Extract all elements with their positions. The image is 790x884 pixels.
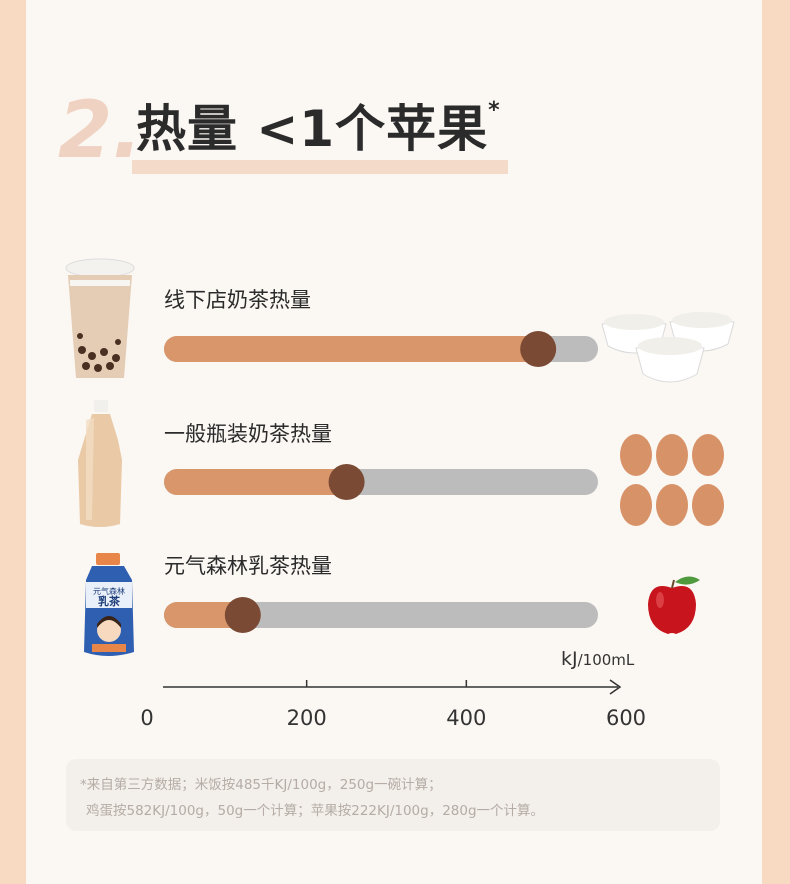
bar-track (164, 602, 598, 628)
source-footnote: *来自第三方数据；米饭按485千KJ/100g，250g一碗计算； 鸡蛋按582… (66, 759, 720, 831)
section-heading: 2. 热量 <1个苹果* (0, 0, 790, 200)
bar-value-knob (328, 464, 365, 500)
bar-fill (164, 469, 347, 495)
bar-value-knob (224, 597, 261, 633)
footnote-line-2: 鸡蛋按582KJ/100g，50g一个计算；苹果按222KJ/100g，280g… (86, 803, 545, 819)
axis-unit-sub: /100mL (577, 651, 635, 669)
x-tick-label: 0 (140, 706, 154, 730)
bar-fill (164, 336, 539, 362)
footnote-line-1: *来自第三方数据；米饭按485千KJ/100g，250g一碗计算； (80, 777, 442, 793)
svg-text:乳茶: 乳茶 (98, 594, 121, 608)
x-tick-label: 200 (286, 706, 327, 730)
svg-text:元气森林: 元气森林 (93, 586, 125, 596)
section-number: 2. (58, 86, 142, 176)
x-tick-label: 400 (446, 706, 487, 730)
bar-value-knob (520, 331, 557, 367)
bar-fill (164, 602, 243, 628)
rice-bowls-icon (601, 312, 735, 383)
section-title: 热量 <1个苹果* (136, 100, 501, 155)
title-underline (132, 160, 508, 174)
axis-unit: kJ/100mL (561, 648, 634, 670)
axis-unit-main: kJ (561, 648, 578, 670)
row-label-store-milk-tea: 线下店奶茶热量 (164, 288, 311, 312)
milk-tea-cup-icon (65, 258, 135, 378)
x-tick-label: 600 (605, 706, 647, 730)
title-footnote-mark: * (488, 98, 501, 123)
bottled-milk-tea-icon (78, 400, 122, 527)
row-label-yuanqi-milk-tea: 元气森林乳茶热量 (164, 554, 332, 578)
title-text: 热量 <1个苹果 (136, 100, 489, 158)
yuanqi-milk-tea-bottle-icon: 元气森林 乳茶 (84, 553, 134, 656)
x-axis-arrow (609, 679, 622, 695)
row-label-bottled-milk-tea: 一般瓶装奶茶热量 (164, 422, 332, 446)
eggs-icon (620, 434, 724, 526)
apple-icon (648, 576, 700, 634)
